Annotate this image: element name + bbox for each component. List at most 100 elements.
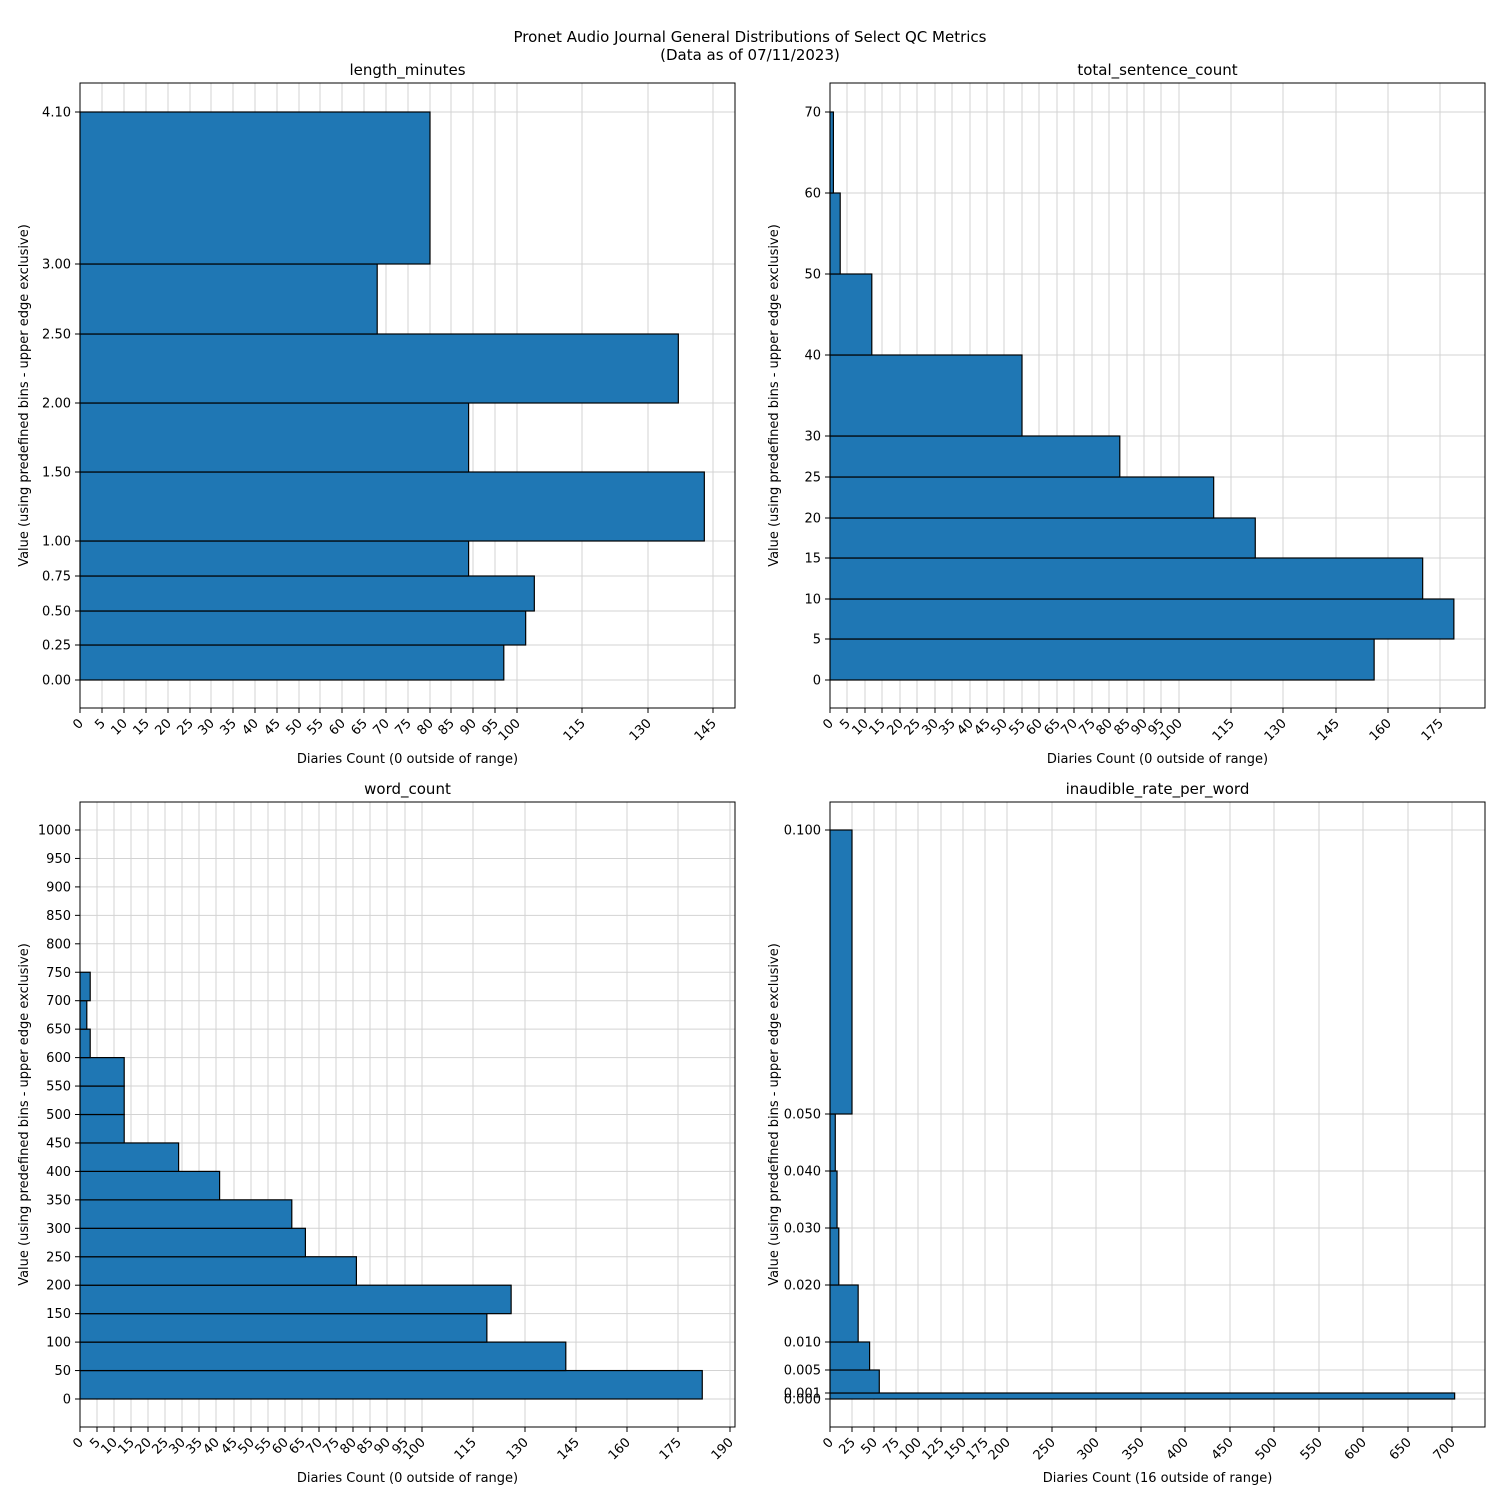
length-minutes-y-tick-label: 0.00: [42, 674, 71, 689]
word-count-y-tick-label: 150: [46, 1307, 71, 1322]
inaudible-rate-per-word-y-tick-label: 0.000: [784, 1393, 821, 1408]
word-count-y-tick-label: 350: [46, 1193, 71, 1208]
total-sentence-count-bar: [829, 598, 1455, 640]
inaudible-rate-per-word-y-tick-label: 0.030: [784, 1222, 821, 1237]
total-sentence-count-y-tick-label: 50: [804, 268, 821, 283]
inaudible-rate-per-word-bar: [829, 1369, 880, 1394]
inaudible-rate-per-word-y-tick-label: 0.005: [784, 1364, 821, 1379]
inaudible-rate-per-word-bar: [829, 1392, 1456, 1400]
word-count-y-tick-label: 400: [46, 1165, 71, 1180]
length-minutes-bar: [79, 333, 679, 404]
total-sentence-count-bar: [829, 273, 873, 356]
length-minutes-bar: [79, 540, 470, 577]
total-sentence-count-bar: [829, 111, 834, 194]
inaudible-rate-per-word-bar: [829, 829, 853, 1115]
total-sentence-count-y-tick-label: 5: [813, 633, 821, 648]
word-count-y-tick-label: 650: [46, 1023, 71, 1038]
word-count-y-tick-label: 600: [46, 1051, 71, 1066]
total-sentence-count-bar: [829, 476, 1215, 519]
total-sentence-count-bar: [829, 638, 1375, 681]
inaudible-rate-per-word-xlabel: Diaries Count (16 outside of range): [1043, 1471, 1273, 1486]
inaudible-rate-per-word-bar: [829, 1284, 859, 1343]
word-count-y-tick-label: 300: [46, 1222, 71, 1237]
total-sentence-count-y-tick-label: 30: [804, 430, 821, 445]
word-count-bar: [79, 971, 91, 1002]
length-minutes-bar: [79, 644, 505, 681]
total-sentence-count-bar: [829, 435, 1121, 478]
length-minutes-bar: [79, 575, 535, 612]
word-count-y-tick-label: 750: [46, 966, 71, 981]
word-count-y-tick-label: 700: [46, 994, 71, 1009]
total-sentence-count-y-tick-label: 20: [804, 512, 821, 527]
length-minutes-bar: [79, 263, 378, 335]
length-minutes-bar: [79, 610, 527, 646]
length-minutes-y-tick-label: 0.25: [42, 639, 71, 654]
word-count-y-tick-label: 900: [46, 880, 71, 895]
length-minutes-y-tick-label: 2.50: [42, 328, 71, 343]
word-count-bar: [79, 1113, 125, 1144]
total-sentence-count-y-tick-label: 40: [804, 349, 821, 364]
length-minutes-y-tick-label: 2.00: [42, 397, 71, 412]
word-count-y-tick-label: 200: [46, 1279, 71, 1294]
length-minutes-y-tick-label: 3.00: [42, 258, 71, 273]
word-count-y-tick-label: 800: [46, 937, 71, 952]
inaudible-rate-per-word-y-tick-label: 0.050: [784, 1108, 821, 1123]
inaudible-rate-per-word-y-tick-label: 0.010: [784, 1336, 821, 1351]
word-count-bar: [79, 1085, 125, 1116]
length-minutes-bar: [79, 402, 470, 473]
word-count-bar: [79, 1341, 567, 1372]
word-count-y-tick-label: 100: [46, 1336, 71, 1351]
length-minutes-y-tick-label: 1.00: [42, 535, 71, 550]
total-sentence-count-ylabel: Value (using predefined bins - upper edg…: [767, 224, 782, 567]
word-count-ylabel: Value (using predefined bins - upper edg…: [17, 943, 32, 1286]
word-count-bar: [79, 1369, 703, 1400]
inaudible-rate-per-word-bar: [829, 1113, 836, 1172]
inaudible-rate-per-word-bar: [829, 1170, 838, 1229]
inaudible-rate-per-word-y-tick-label: 0.040: [784, 1165, 821, 1180]
total-sentence-count-xlabel: Diaries Count (0 outside of range): [1047, 752, 1268, 767]
total-sentence-count-chart: 0 510152025303540455055606570758085909510…: [767, 61, 1486, 767]
word-count-bar: [79, 1227, 306, 1258]
word-count-y-tick-label: 450: [46, 1136, 71, 1151]
total-sentence-count-bar: [829, 192, 841, 275]
word-count-y-tick-label: 850: [46, 909, 71, 924]
word-count-chart: 0 510152025303540455055606570758085909510…: [17, 780, 737, 1486]
word-count-bar: [79, 1313, 488, 1343]
total-sentence-count-title: total_sentence_count: [1077, 61, 1237, 80]
inaudible-rate-per-word-bar: [829, 1341, 871, 1371]
word-count-bar: [79, 1199, 293, 1229]
word-count-bar: [79, 1256, 357, 1286]
total-sentence-count-bar: [829, 517, 1256, 559]
word-count-y-tick-label: 250: [46, 1250, 71, 1265]
word-count-bar: [79, 1000, 88, 1030]
word-count-y-tick-label: 550: [46, 1080, 71, 1095]
length-minutes-y-tick-label: 0.75: [42, 570, 71, 585]
total-sentence-count-bar: [829, 557, 1424, 600]
length-minutes-xlabel: Diaries Count (0 outside of range): [297, 752, 518, 767]
inaudible-rate-per-word-title: inaudible_rate_per_word: [1066, 780, 1250, 799]
total-sentence-count-y-tick-label: 10: [804, 593, 821, 608]
word-count-title: word_count: [364, 780, 451, 799]
word-count-y-tick-label: 500: [46, 1108, 71, 1123]
length-minutes-y-tick-label: 4.10: [42, 106, 71, 121]
total-sentence-count-y-tick-label: 15: [804, 552, 821, 567]
length-minutes-y-tick-label: 0.50: [42, 605, 71, 620]
word-count-bar: [79, 1142, 180, 1172]
word-count-y-tick-label: 0: [63, 1393, 71, 1408]
word-count-bar: [79, 1170, 221, 1201]
total-sentence-count-y-tick-label: 60: [804, 187, 821, 202]
length-minutes-title: length_minutes: [349, 61, 465, 80]
inaudible-rate-per-word-y-tick-label: 0.020: [784, 1279, 821, 1294]
total-sentence-count-y-tick-label: 70: [804, 106, 821, 121]
figure-title-line2: (Data as of 07/11/2023): [660, 46, 840, 64]
total-sentence-count-bar: [829, 354, 1023, 437]
word-count-bar: [79, 1028, 91, 1059]
word-count-bar: [79, 1284, 512, 1315]
word-count-xlabel: Diaries Count (0 outside of range): [297, 1471, 518, 1486]
word-count-y-tick-label: 1000: [38, 824, 71, 839]
total-sentence-count-y-tick-label: 25: [804, 471, 821, 486]
total-sentence-count-axes-frame: [829, 82, 1486, 709]
length-minutes-bar: [79, 111, 431, 265]
word-count-bar: [79, 1056, 125, 1087]
total-sentence-count-y-tick-label: 0: [813, 674, 821, 689]
